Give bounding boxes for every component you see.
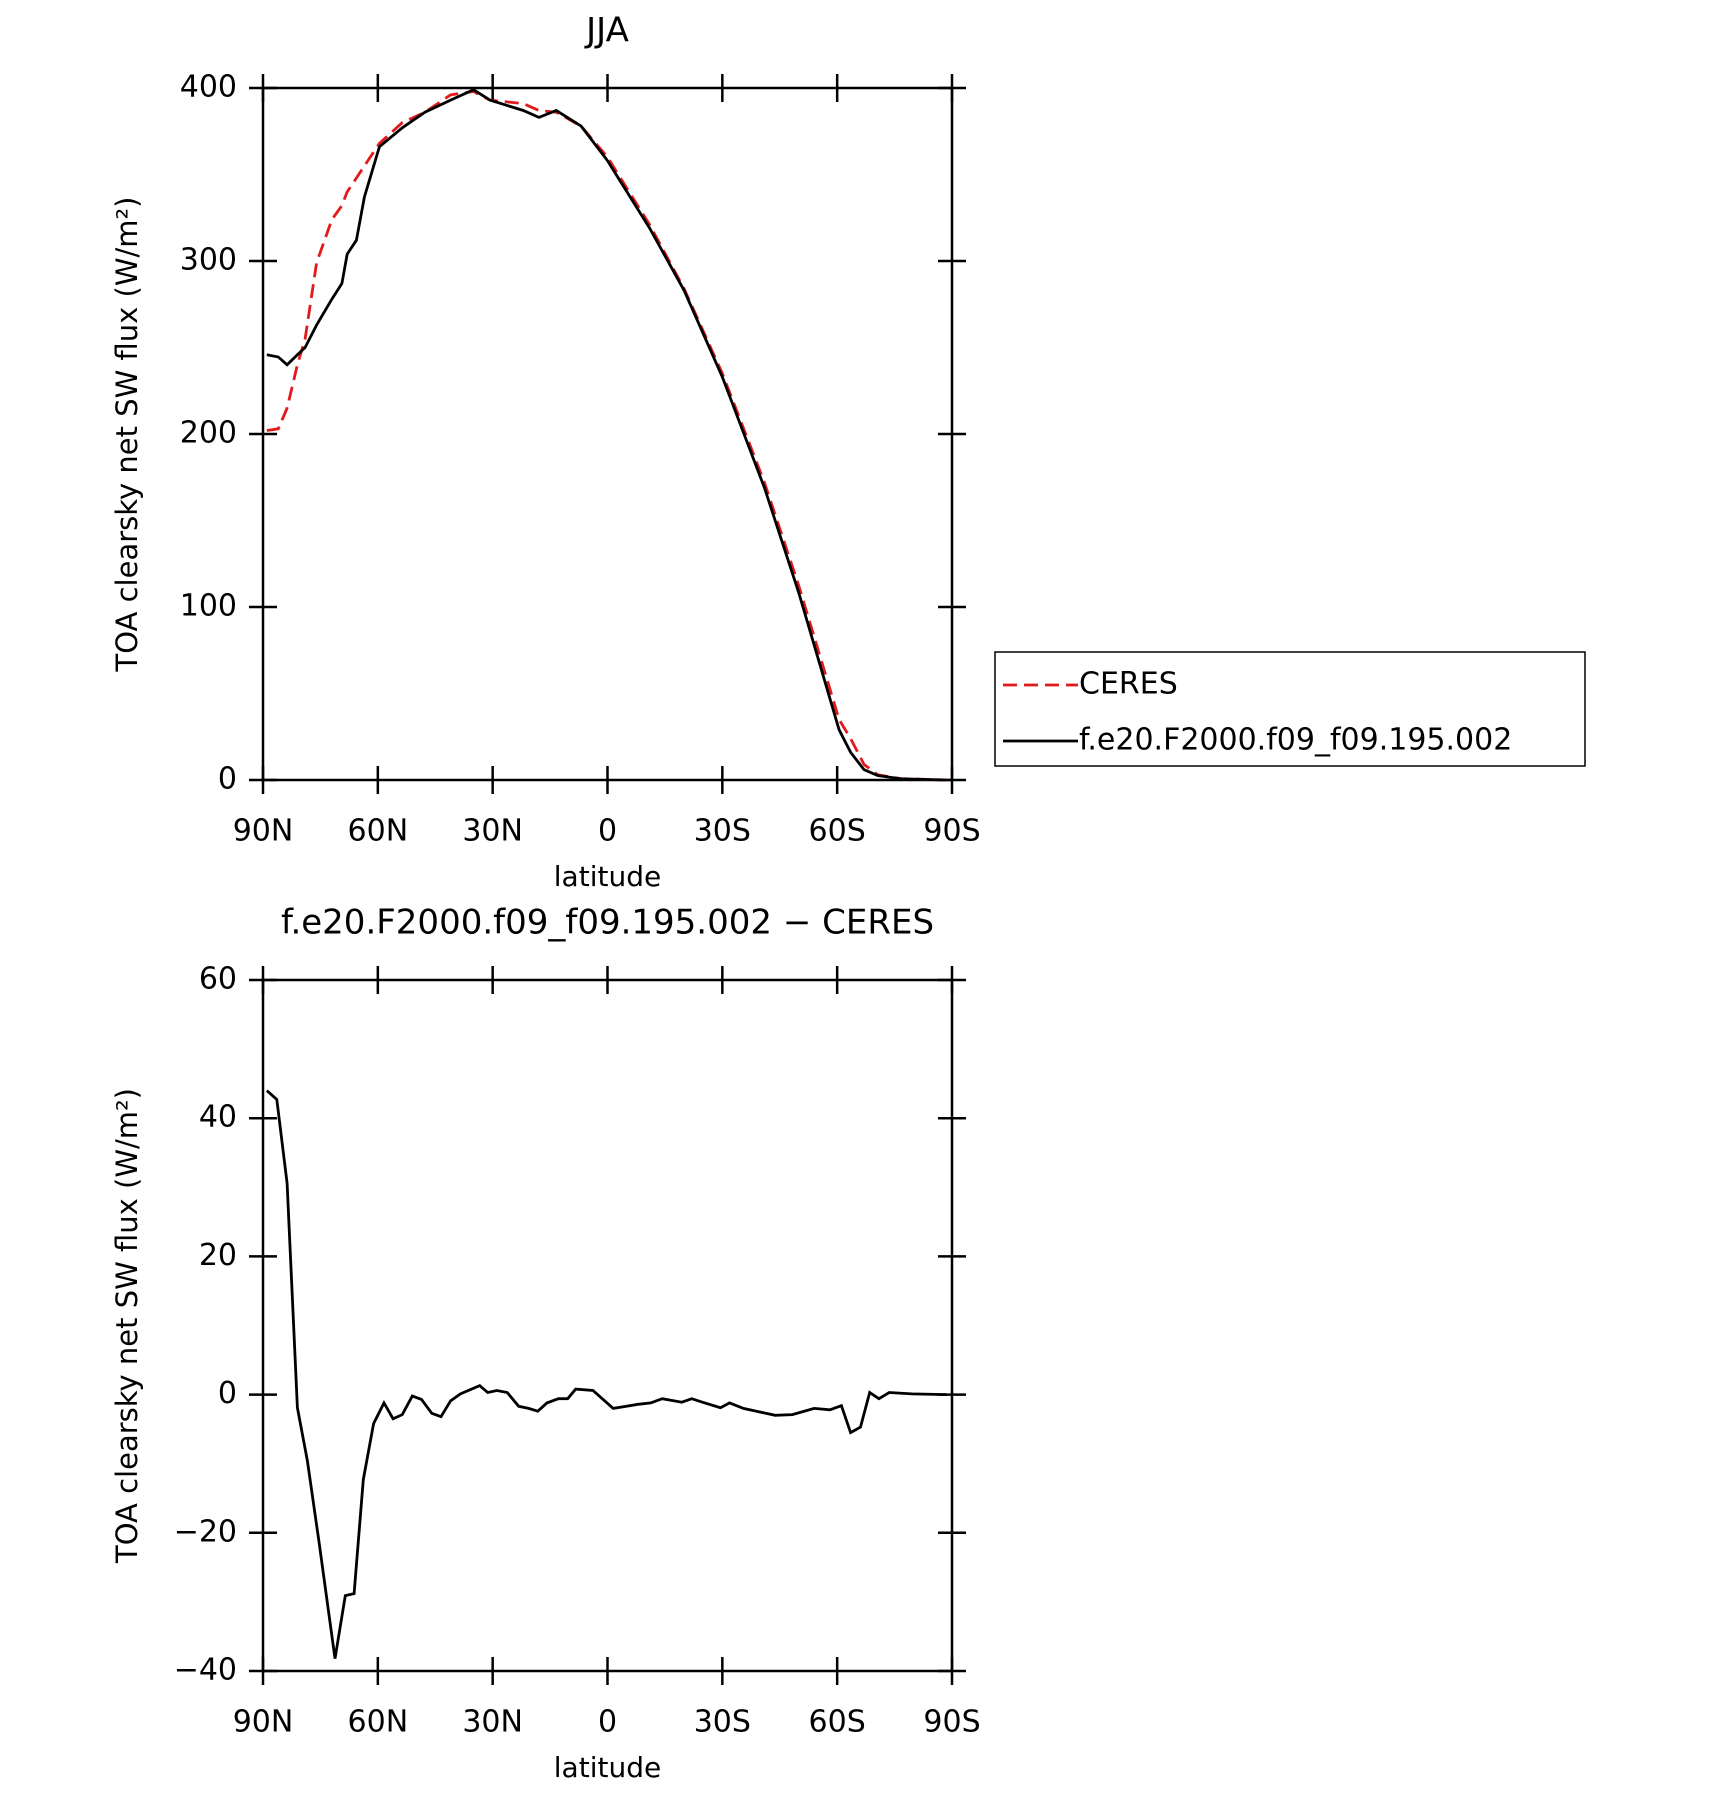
- y-tick-label: 0: [218, 1376, 237, 1411]
- y-axis-label: TOA clearsky net SW flux (W/m²): [110, 1088, 144, 1564]
- y-tick-label: 300: [180, 243, 237, 278]
- y-tick-label: 0: [218, 762, 237, 797]
- y-tick-label: 400: [180, 70, 237, 105]
- y-tick-label: 100: [180, 589, 237, 624]
- x-tick-label: 90N: [233, 814, 294, 849]
- y-tick-label: 20: [199, 1238, 237, 1273]
- x-tick-label: 60S: [809, 1705, 866, 1740]
- y-tick-label: 60: [199, 962, 237, 997]
- x-tick-label: 60N: [348, 1705, 409, 1740]
- x-tick-label: 60S: [809, 814, 866, 849]
- y-tick-label: 40: [199, 1100, 237, 1135]
- plot-frame: [261, 978, 954, 1673]
- x-axis-label: latitude: [554, 860, 661, 893]
- x-tick-label: 90N: [233, 1705, 294, 1740]
- x-tick-label: 0: [598, 814, 617, 849]
- data-line: [266, 90, 947, 782]
- data-line: [266, 88, 947, 782]
- y-tick-label: −40: [174, 1653, 237, 1688]
- legend-label: CERES: [1079, 667, 1178, 702]
- y-tick-label: −20: [174, 1514, 237, 1549]
- x-tick-label: 30S: [694, 814, 751, 849]
- x-tick-label: 90S: [923, 1705, 980, 1740]
- x-tick-label: 90S: [923, 814, 980, 849]
- chart-title: f.e20.F2000.f09_f09.195.002 − CERES: [281, 903, 934, 943]
- x-tick-label: 30S: [694, 1705, 751, 1740]
- x-tick-label: 60N: [348, 814, 409, 849]
- legend-box: [994, 651, 1586, 767]
- chart-title: JJA: [584, 11, 629, 51]
- y-tick-label: 200: [180, 416, 237, 451]
- x-tick-label: 0: [598, 1705, 617, 1740]
- data-line: [265, 1089, 947, 1659]
- legend-label: f.e20.F2000.f09_f09.195.002: [1079, 723, 1512, 758]
- x-tick-label: 30N: [462, 814, 523, 849]
- y-axis-label: TOA clearsky net SW flux (W/m²): [110, 197, 144, 673]
- x-axis-label: latitude: [554, 1751, 661, 1784]
- x-tick-label: 30N: [462, 1705, 523, 1740]
